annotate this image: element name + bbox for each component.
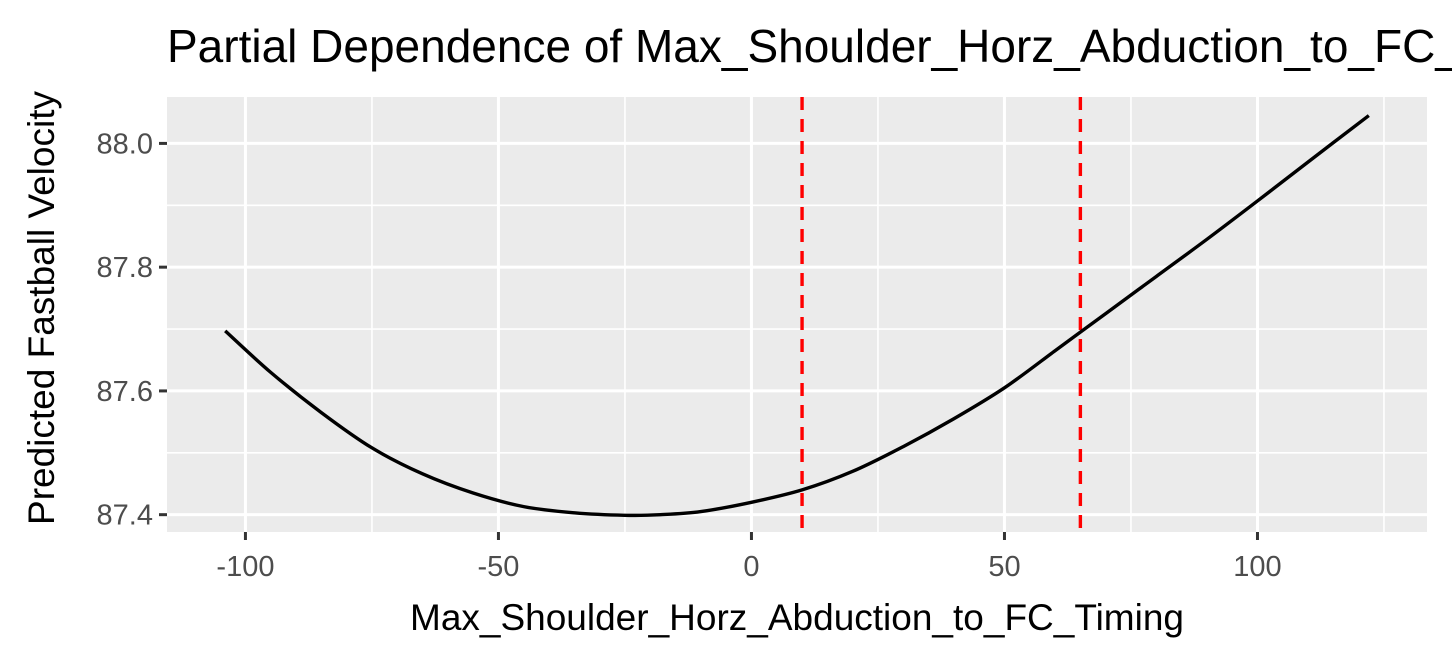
x-tick-label: -100: [216, 551, 274, 583]
y-tick-label: 88.0: [97, 128, 153, 160]
major-gridlines: [167, 97, 1427, 532]
x-axis-title: Max_Shoulder_Horz_Abduction_to_FC_Timing: [410, 597, 1184, 638]
x-axis: -100 -50 0 50 100: [216, 532, 1282, 583]
panel-background: [167, 97, 1427, 532]
chart-title: Partial Dependence of Max_Shoulder_Horz_…: [167, 20, 1452, 72]
y-tick-label: 87.4: [97, 500, 153, 532]
x-tick-label: -50: [477, 551, 519, 583]
reference-lines: [800, 97, 1083, 532]
y-tick-label: 87.8: [97, 252, 153, 284]
x-tick-label: 100: [1233, 551, 1281, 583]
series-line: [224, 114, 1370, 518]
y-axis-title: Predicted Fastball Velocity: [21, 91, 62, 525]
y-tick-label: 87.6: [97, 376, 153, 408]
series-group: [224, 114, 1370, 518]
x-tick-label: 50: [988, 551, 1020, 583]
x-tick-label: 0: [743, 551, 759, 583]
y-axis: 87.4 87.6 87.8 88.0: [97, 128, 167, 532]
